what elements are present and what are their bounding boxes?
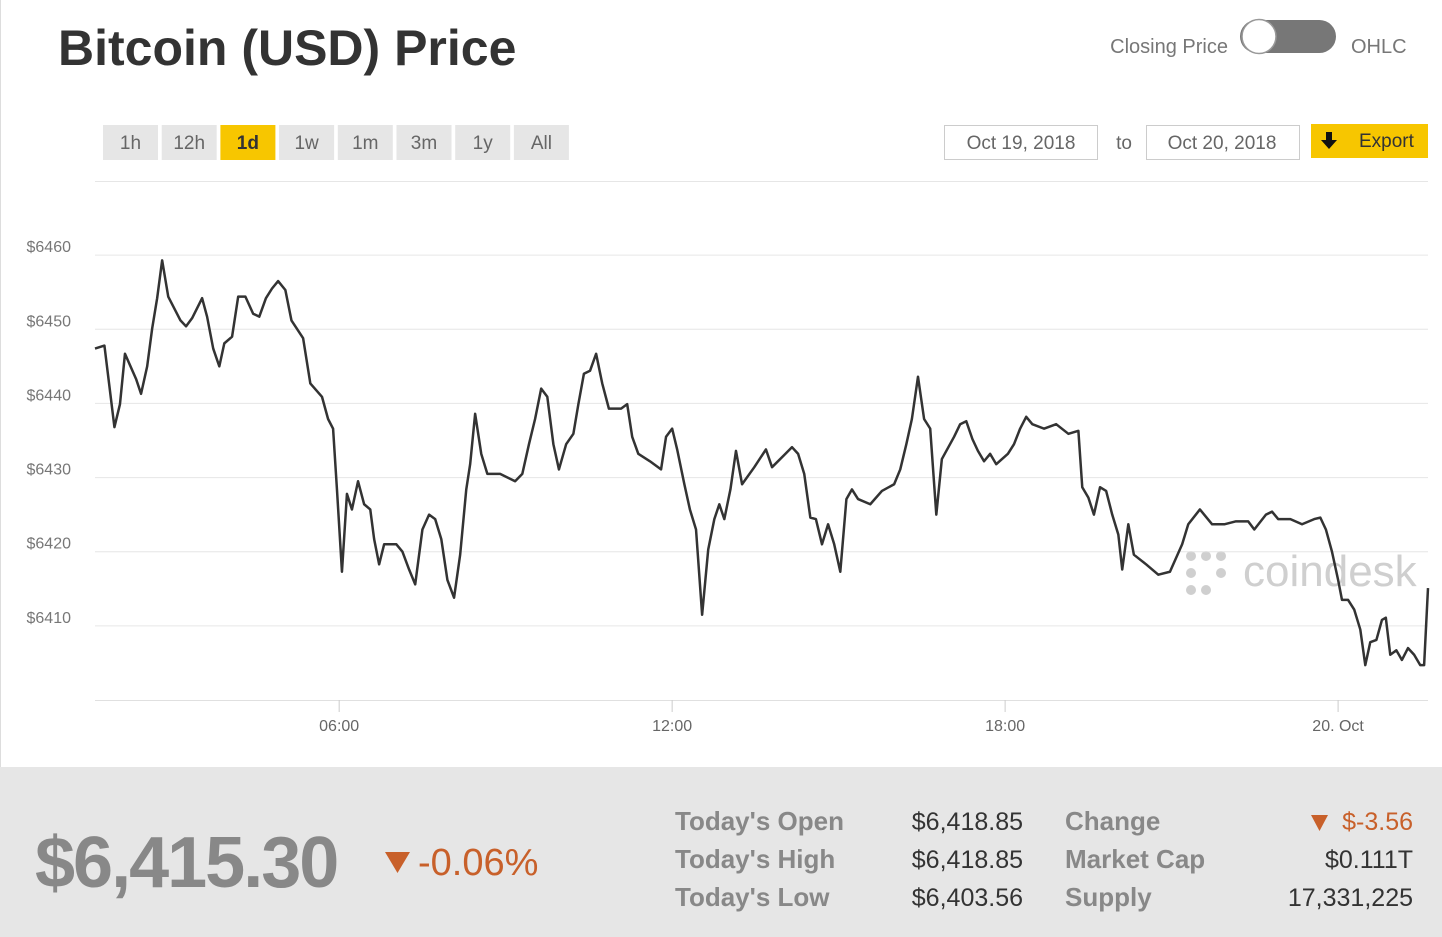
date-from[interactable]: Oct 19, 2018 <box>944 125 1098 160</box>
range-button-bg <box>279 125 335 160</box>
stat-value: 17,331,225 <box>1288 884 1413 912</box>
price: $6,415.30 <box>35 823 337 903</box>
range-button-label: 1y <box>473 133 494 154</box>
x-tick-label: 20. Oct <box>1312 718 1364 735</box>
date-box <box>1146 125 1300 160</box>
stat-value: $6,403.56 <box>912 884 1023 912</box>
export-button[interactable]: Export <box>1311 124 1428 158</box>
stat-value: $0.111T <box>1325 846 1413 874</box>
range-button-bg <box>220 125 276 160</box>
range-button[interactable]: 3m <box>396 125 452 160</box>
range-button-bg <box>161 125 217 160</box>
range-button[interactable]: 1m <box>337 125 393 160</box>
range-button-label: 1d <box>237 133 259 154</box>
toggle-switch[interactable] <box>1240 18 1336 55</box>
y-tick-label: $6450 <box>27 313 72 330</box>
down-arrow <box>1311 815 1328 831</box>
stat-label: Today's Open <box>675 806 844 836</box>
stat-value: $6,418.85 <box>912 808 1023 836</box>
x-tick-label: 12:00 <box>652 718 692 735</box>
stat-label: Change <box>1065 806 1160 836</box>
range-button-label: 1h <box>120 133 141 154</box>
range-button[interactable]: 1w <box>279 125 335 160</box>
watermark: coindesk <box>1243 547 1418 596</box>
range-button[interactable]: 1y <box>455 125 511 160</box>
x-tick-label: 06:00 <box>319 718 359 735</box>
export-icon <box>1321 132 1337 149</box>
stat-label: Today's Low <box>675 882 830 912</box>
range-button-label: 3m <box>411 133 437 154</box>
range-button-bg <box>455 125 511 160</box>
range-button[interactable]: 1d <box>220 125 276 160</box>
date-to-text: Oct 20, 2018 <box>1168 133 1277 154</box>
watermark-logo <box>1186 551 1226 595</box>
export-label: Export <box>1359 131 1415 152</box>
price-line <box>94 259 1430 667</box>
date-from-text: Oct 19, 2018 <box>967 133 1076 154</box>
down-arrow <box>385 852 410 873</box>
y-tick-label: $6420 <box>27 536 72 553</box>
toggle-right-label: OHLC <box>1351 36 1407 58</box>
plot: $6410 $6420 $6430 $6440 $6450 $6460 06:00 12:00… <box>27 181 1430 735</box>
date-separator: to <box>1116 133 1132 154</box>
range-button-label: All <box>531 133 552 154</box>
date-to[interactable]: Oct 20, 2018 <box>1146 125 1300 160</box>
top-panel <box>0 0 1442 767</box>
range-button-label: 1w <box>294 133 319 154</box>
stat-label: Today's High <box>675 844 835 874</box>
stat-label: Supply <box>1065 882 1152 912</box>
toggle-knob <box>1241 18 1277 55</box>
x-tick-label: 18:00 <box>985 718 1025 735</box>
range-button[interactable]: 1h <box>103 125 158 160</box>
change-percent: -0.06% <box>418 842 538 884</box>
range-button[interactable]: 12h <box>161 125 217 160</box>
date-box <box>944 125 1098 160</box>
y-tick-label: $6440 <box>27 387 72 404</box>
y-tick-label: $6430 <box>27 462 72 479</box>
stat-label: Market Cap <box>1065 844 1205 874</box>
range-buttons: 1h 12h 1d 1w 1m 3m 1y All <box>103 125 569 160</box>
toggle-left-label: Closing Price <box>1110 36 1228 58</box>
y-tick-label: $6460 <box>27 239 72 256</box>
range-button-bg <box>396 125 452 160</box>
range-button-label: 12h <box>173 133 205 154</box>
stat-value: $-3.56 <box>1342 808 1413 836</box>
stats: Today's Open $6,418.85 Today's High $6,418.… <box>675 806 1413 912</box>
y-tick-label: $6410 <box>27 610 72 627</box>
range-button-bg <box>337 125 393 160</box>
range-button[interactable]: All <box>513 125 569 160</box>
stat-value: $6,418.85 <box>912 846 1023 874</box>
range-button-bg <box>513 125 569 160</box>
range-button-bg <box>103 125 158 160</box>
chart-title: Bitcoin (USD) Price <box>58 20 516 76</box>
range-button-label: 1m <box>352 133 378 154</box>
summary-panel <box>0 767 1442 937</box>
